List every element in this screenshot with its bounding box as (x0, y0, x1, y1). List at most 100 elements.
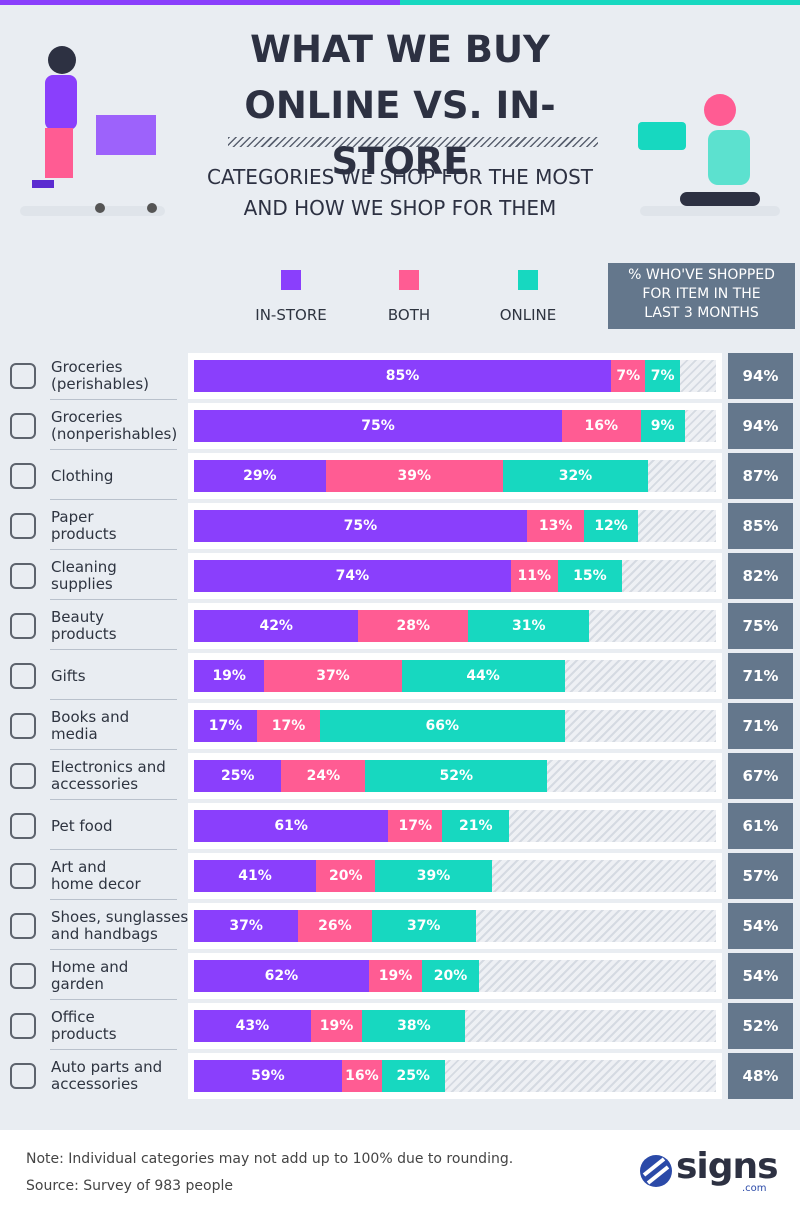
category-label: Pet food (51, 816, 113, 835)
category-icon (10, 813, 36, 839)
value-label: 62% (264, 968, 299, 984)
bar-segment: 25% (381, 1060, 445, 1092)
separator (50, 749, 177, 750)
logo-suffix: .com (742, 1183, 767, 1194)
shopped-label: 54% (742, 967, 779, 985)
category-label: Clothing (51, 466, 114, 485)
bar-segment: 85% (194, 360, 612, 392)
value-label: 17% (208, 718, 243, 734)
category-icon (10, 413, 36, 439)
bar-segment: 75% (194, 510, 527, 542)
bar-segment: 19% (194, 660, 265, 692)
bar-segment: 37% (194, 910, 299, 942)
value-label: 16% (345, 1068, 379, 1084)
category-label: Home and garden (51, 958, 129, 993)
value-label: 39% (416, 868, 451, 884)
value-label: 39% (397, 468, 431, 484)
shopped-label: 71% (742, 717, 779, 735)
value-label: 66% (425, 718, 460, 734)
shopped-box: 54% (728, 953, 793, 999)
value-label: 59% (251, 1068, 285, 1084)
value-label: 52% (439, 768, 474, 784)
separator (50, 599, 177, 600)
separator (50, 699, 177, 700)
separator (50, 949, 177, 950)
shopped-box: 71% (728, 653, 793, 699)
separator (50, 849, 177, 850)
bar-segment: 42% (194, 610, 359, 642)
value-label: 41% (238, 868, 272, 884)
shopped-box: 82% (728, 553, 793, 599)
category-icon (10, 763, 36, 789)
value-label: 37% (316, 668, 350, 684)
value-label: 19% (319, 1018, 354, 1034)
value-label: 17% (398, 818, 433, 834)
bar-segment: 52% (365, 760, 548, 792)
separator (50, 899, 177, 900)
value-label: 28% (396, 618, 430, 634)
value-label: 12% (594, 518, 628, 534)
value-label: 19% (212, 668, 246, 684)
bar-segment: 37% (371, 910, 476, 942)
bar-segment: 9% (640, 410, 685, 442)
divider (228, 137, 598, 147)
bar-segment: 11% (510, 560, 558, 592)
value-label: 37% (406, 918, 441, 934)
separator (50, 1049, 177, 1050)
value-label: 61% (274, 818, 308, 834)
separator (50, 499, 177, 500)
bar-segment: 24% (281, 760, 366, 792)
logo-mark (640, 1155, 672, 1187)
shopped-box: 85% (728, 503, 793, 549)
top-stripe (0, 0, 400, 5)
shopped-box: 94% (728, 403, 793, 449)
shopped-label: 85% (742, 517, 779, 535)
value-label: 20% (328, 868, 363, 884)
bar-segment: 20% (315, 860, 376, 892)
bar-segment: 29% (194, 460, 326, 492)
shopped-box: 61% (728, 803, 793, 849)
bar-segment: 13% (526, 510, 585, 542)
value-label: 11% (517, 568, 552, 584)
shopped-box: 87% (728, 453, 793, 499)
bar-segment: 75% (194, 410, 562, 442)
bar-segment: 43% (194, 1010, 311, 1042)
separator (50, 649, 177, 650)
logo: signs (676, 1146, 779, 1187)
category-label: Auto parts and accessories (51, 1058, 163, 1093)
shopped-label: 67% (742, 767, 779, 785)
shopped-label: 52% (742, 1017, 779, 1035)
category-label: Cleaning supplies (51, 558, 117, 593)
shopped-label: 87% (742, 467, 779, 485)
value-label: 26% (318, 918, 352, 934)
separator (50, 999, 177, 1000)
value-label: 74% (335, 568, 370, 584)
shopped-box: 48% (728, 1053, 793, 1099)
value-label: 7% (650, 368, 675, 384)
value-label: 25% (220, 768, 255, 784)
value-label: 15% (573, 568, 607, 584)
bar-segment: 16% (562, 410, 641, 442)
category-icon (10, 863, 36, 889)
bar-segment: 62% (194, 960, 369, 992)
shopped-label: 48% (742, 1067, 779, 1085)
value-label: 16% (584, 418, 618, 434)
category-icon (10, 963, 36, 989)
category-icon (10, 1063, 36, 1089)
bar-segment: 21% (442, 810, 510, 842)
value-label: 31% (511, 618, 546, 634)
bar-segment: 16% (341, 1060, 382, 1092)
bar-segment: 26% (298, 910, 372, 942)
bar-segment: 7% (645, 360, 680, 392)
value-label: 9% (650, 418, 675, 434)
bar-segment: 59% (194, 1060, 342, 1092)
bar-segment: 39% (375, 860, 492, 892)
note: Note: Individual categories may not add … (26, 1151, 514, 1167)
illustration-online (638, 94, 780, 216)
category-icon (10, 613, 36, 639)
category-label: Shoes, sunglasses, and handbags (51, 908, 193, 943)
value-label: 13% (538, 518, 573, 534)
bar-segment: 38% (362, 1010, 466, 1042)
category-label: Office products (51, 1008, 117, 1043)
